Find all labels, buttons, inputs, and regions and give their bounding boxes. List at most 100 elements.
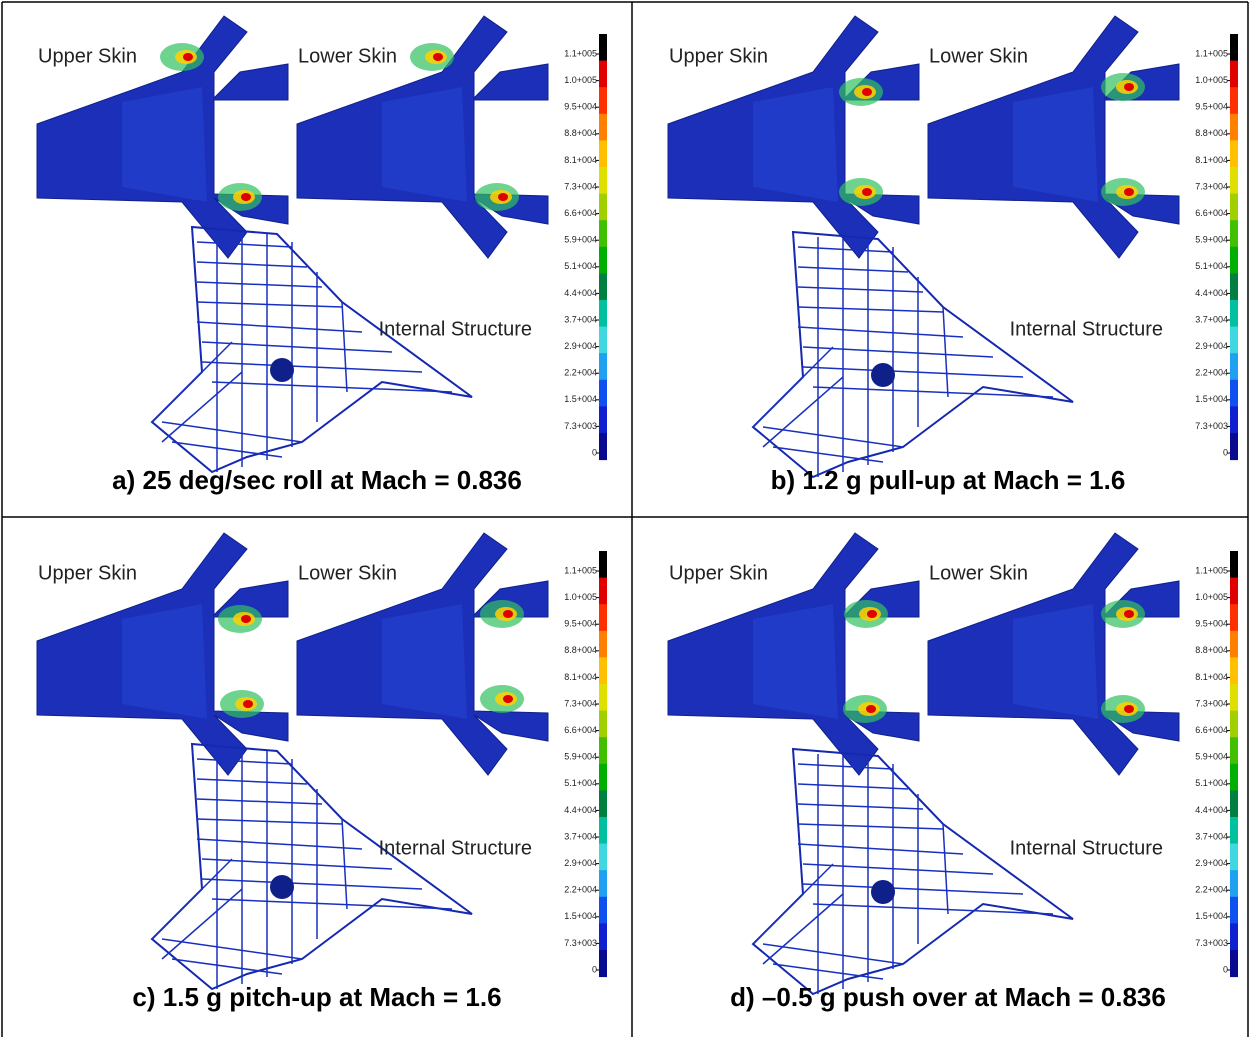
colorbar-label: 6.6+004 [564,208,597,218]
colorbar-segment [1230,34,1238,61]
colorbar-label: 5.1+004 [1195,261,1228,271]
hotspot [1124,83,1134,91]
colorbar-segment [599,711,607,738]
internal-structure [152,227,472,472]
colorbar-label: 1.5+004 [1195,394,1228,404]
hotspot [503,610,513,618]
upper-skin-label: Upper Skin [38,45,137,67]
colorbar-segment [1230,433,1238,460]
colorbar-segment [599,657,607,684]
internal-structure [753,749,1073,994]
colorbar-label: 5.9+004 [564,235,597,245]
lower-skin-label: Lower Skin [298,45,397,67]
hotspot [1124,610,1134,618]
colorbar-segment [599,923,607,950]
colorbar-segment [1230,353,1238,380]
colorbar-label: 1.1+005 [564,565,597,575]
hotspot [862,188,872,196]
hotspot [866,705,876,713]
internal-structure-label: Internal Structure [1010,318,1163,340]
colorbar-label: 5.1+004 [564,778,597,788]
colorbar-label: 9.5+004 [1195,102,1228,112]
colorbar-segment [599,870,607,897]
internal-structure-label: Internal Structure [379,837,532,859]
colorbar-segment [1230,657,1238,684]
internal-structure [152,744,472,989]
colorbar-label: 8.1+004 [564,672,597,682]
internal-structure-label: Internal Structure [1010,837,1163,859]
colorbar-segment [599,844,607,871]
colorbar-segment [1230,604,1238,631]
colorbar-label: 2.9+004 [1195,341,1228,351]
colorbar-label: 1.0+005 [564,592,597,602]
colorbar-label: 4.4+004 [1195,288,1228,298]
colorbar-segment [1230,220,1238,247]
colorbar-label: 1.1+005 [1195,48,1228,58]
colorbar-label: 9.5+004 [1195,619,1228,629]
upper-skin-label: Upper Skin [669,45,768,67]
colorbar-segment [599,380,607,407]
colorbar-segment [599,764,607,791]
colorbar-label: 7.3+004 [564,181,597,191]
colorbar-segment [1230,684,1238,711]
hotspot [498,193,508,201]
colorbar-segment [599,950,607,977]
colorbar-segment [1230,273,1238,300]
colorbar-label: 6.6+004 [564,725,597,735]
colorbar-segment [1230,578,1238,605]
colorbar-label: 7.3+004 [1195,698,1228,708]
colorbar-segment [599,406,607,433]
hotspot [433,53,443,61]
colorbar-segment [599,578,607,605]
hotspot [503,695,513,703]
colorbar-segment [1230,140,1238,167]
colorbar-segment [1230,247,1238,274]
lower-skin-label: Lower Skin [298,562,397,584]
colorbar-segment [1230,87,1238,114]
colorbar-segment [599,817,607,844]
colorbar-label: 1.5+004 [564,394,597,404]
internal-structure [753,232,1073,477]
page: {"panels": [ {"caption": "a) 25 deg/sec … [0,0,1250,1042]
colorbar-label: 2.2+004 [564,885,597,895]
hotspot [243,700,253,708]
colorbar-segment [1230,737,1238,764]
colorbar-label: 0 [592,447,597,457]
colorbar-segment [599,897,607,924]
colorbar-segment [599,114,607,141]
colorbar-segment [1230,194,1238,221]
caption: c) 1.5 g pitch-up at Mach = 1.6 [132,982,501,1012]
colorbar-label: 5.1+004 [1195,778,1228,788]
hotspot [862,88,872,96]
caption: b) 1.2 g pull-up at Mach = 1.6 [771,465,1126,495]
caption: d) –0.5 g push over at Mach = 0.836 [730,982,1166,1012]
colorbar-segment [599,300,607,327]
colorbar-segment [599,631,607,658]
colorbar-label: 7.3+004 [564,698,597,708]
colorbar-label: 7.3+004 [1195,181,1228,191]
colorbar-label: 1.1+005 [1195,565,1228,575]
colorbar-label: 6.6+004 [1195,725,1228,735]
hotspot [1124,705,1134,713]
colorbar-label: 7.3+003 [1195,421,1228,431]
caption: a) 25 deg/sec roll at Mach = 0.836 [112,465,522,495]
colorbar-segment [1230,327,1238,354]
colorbar-label: 5.9+004 [564,752,597,762]
colorbar-label: 9.5+004 [564,619,597,629]
colorbar-label: 2.9+004 [564,341,597,351]
colorbar-label: 0 [1223,447,1228,457]
colorbar-label: 0 [1223,964,1228,974]
colorbar-segment [599,327,607,354]
colorbar-label: 1.1+005 [564,48,597,58]
colorbar-segment [1230,551,1238,578]
colorbar-label: 4.4+004 [564,288,597,298]
colorbar-segment [599,684,607,711]
colorbar-label: 4.4+004 [564,805,597,815]
colorbar-label: 7.3+003 [1195,938,1228,948]
colorbar-segment [599,353,607,380]
colorbar-label: 8.8+004 [1195,645,1228,655]
upper-skin-label: Upper Skin [669,562,768,584]
colorbar-label: 8.1+004 [1195,155,1228,165]
